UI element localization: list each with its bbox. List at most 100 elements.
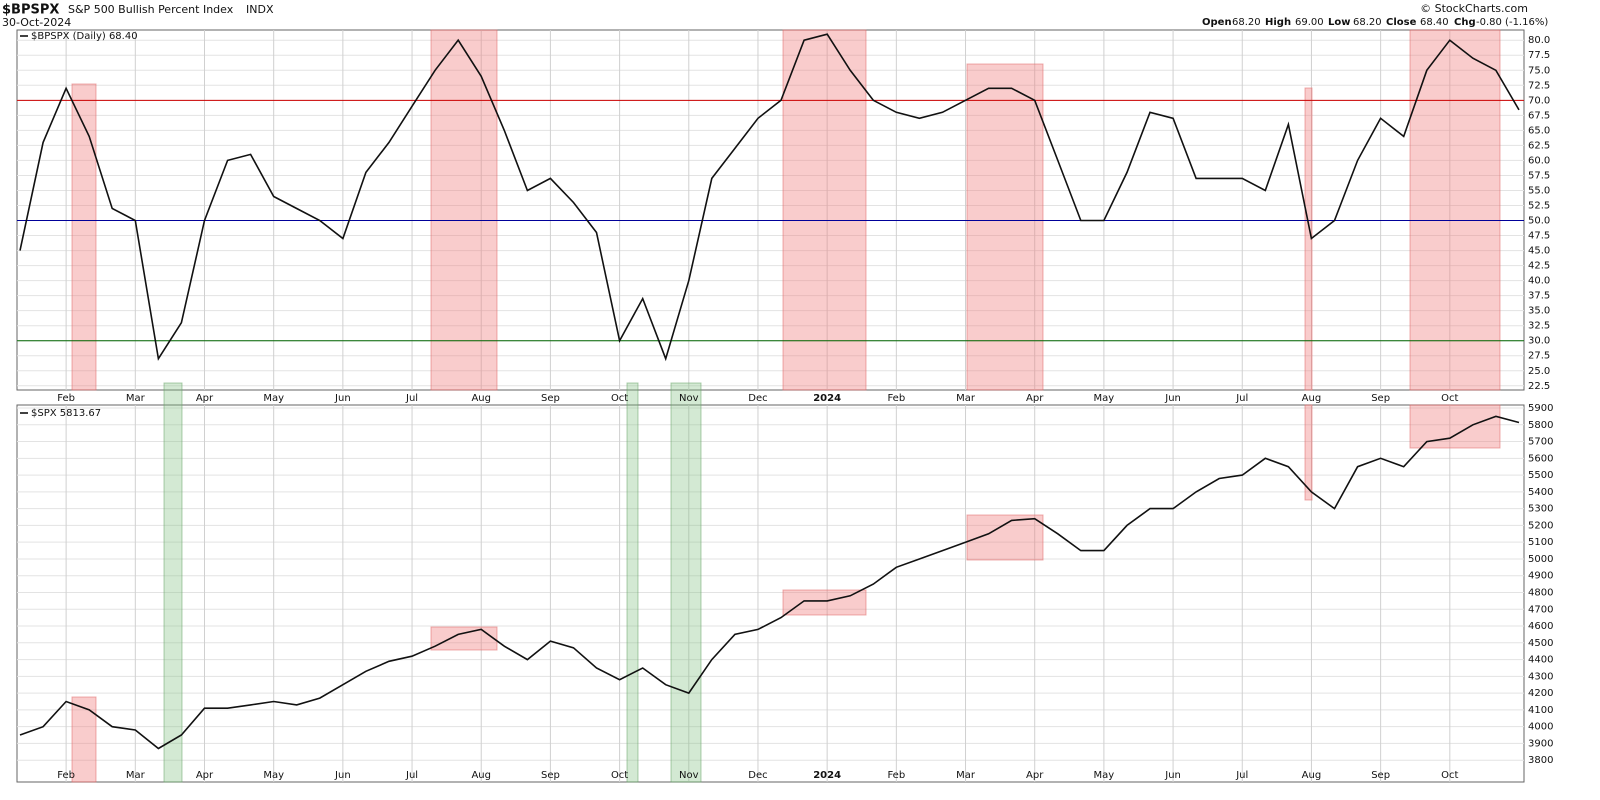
x-tick-label: Sep — [541, 393, 560, 404]
red-zone — [1409, 29, 1501, 391]
x-tick-label: Jun — [1164, 393, 1181, 404]
open: 68.20 — [1232, 17, 1261, 28]
series-line — [19, 33, 1520, 362]
x-tick-label: May — [263, 393, 284, 404]
y-tick-label: 4700 — [1528, 604, 1553, 615]
red-zone — [966, 63, 1044, 391]
y-tick-label: 5200 — [1528, 520, 1553, 531]
x-tick-label: Oct — [1441, 393, 1458, 404]
y-tick-label: 3800 — [1528, 755, 1553, 766]
y-tick-label: 4200 — [1528, 688, 1553, 699]
y-tick-label: 57.5 — [1528, 170, 1550, 181]
ohlc: Open 68.20 High 69.00 Low 68.20 Close 68… — [1202, 17, 1548, 28]
y-tick-label: 4300 — [1528, 671, 1553, 682]
x-tick-label: Aug — [1302, 770, 1322, 781]
high: 69.00 — [1295, 17, 1324, 28]
x-tick-label: Mar — [126, 393, 146, 404]
y-tick-label: 37.5 — [1528, 291, 1550, 302]
y-tick-label: 4800 — [1528, 587, 1553, 598]
x-tick-label: Nov — [679, 770, 699, 781]
red-zone — [430, 626, 498, 651]
y-tick-label: 5600 — [1528, 453, 1553, 464]
x-tick-label: Mar — [956, 770, 976, 781]
x-tick-label: May — [1094, 770, 1115, 781]
y-tick-label: 5300 — [1528, 504, 1553, 515]
y-tick-label: 5800 — [1528, 420, 1553, 431]
red-zone — [782, 29, 867, 391]
y-tick-label: 5900 — [1528, 403, 1553, 414]
green-zone — [626, 382, 639, 783]
x-tick-label: 2024 — [813, 770, 841, 781]
y-tick-label: 67.5 — [1528, 110, 1550, 121]
x-tick-label: Sep — [541, 770, 560, 781]
y-tick-label: 60.0 — [1528, 155, 1550, 166]
low: 68.20 — [1353, 17, 1382, 28]
x-tick-label: Oct — [611, 770, 628, 781]
x-tick-label: Dec — [748, 393, 767, 404]
y-tick-label: 22.5 — [1528, 381, 1550, 392]
y-tick-label: 77.5 — [1528, 50, 1550, 61]
y-tick-label: 55.0 — [1528, 185, 1550, 196]
y-tick-label: 80.0 — [1528, 35, 1550, 46]
credit: © StockCharts.com — [1420, 2, 1528, 15]
x-tick-label: Aug — [471, 393, 491, 404]
y-tick-label: 52.5 — [1528, 200, 1550, 211]
y-tick-label: 5500 — [1528, 470, 1553, 481]
exchange: INDX — [246, 3, 274, 16]
close: 68.40 — [1420, 17, 1449, 28]
y-tick-label: 75.0 — [1528, 65, 1550, 76]
top-panel — [16, 29, 1525, 391]
y-tick-label: 70.0 — [1528, 95, 1550, 106]
y-tick-label: 45.0 — [1528, 246, 1550, 257]
y-tick-label: 25.0 — [1528, 366, 1550, 377]
red-zone — [71, 83, 97, 391]
x-tick-label: Feb — [57, 770, 75, 781]
x-tick-label: Jun — [1164, 770, 1181, 781]
x-tick-label: Jul — [405, 393, 418, 404]
y-tick-label: 65.0 — [1528, 125, 1550, 136]
legend-entry: $BPSPX (Daily) 68.40 — [31, 31, 138, 42]
red-zone — [1409, 404, 1501, 449]
y-tick-label: 5400 — [1528, 487, 1553, 498]
x-tick-label: Aug — [471, 770, 491, 781]
highlights — [71, 29, 1501, 783]
index-name: S&P 500 Bullish Percent Index — [68, 3, 234, 16]
y-tick-label: 62.5 — [1528, 140, 1550, 151]
open-label: Open — [1202, 17, 1232, 28]
y-tick-label: 4500 — [1528, 638, 1553, 649]
y-tick-label: 5700 — [1528, 437, 1553, 448]
chg-label: Chg — [1454, 17, 1476, 28]
y-tick-label: 40.0 — [1528, 276, 1550, 287]
low-label: Low — [1328, 17, 1350, 28]
y-tick-label: 4000 — [1528, 722, 1553, 733]
y-tick-label: 4100 — [1528, 705, 1553, 716]
x-tick-label: Nov — [679, 393, 699, 404]
data: 22.5 25.0 27.5 30.0 32.5 35.0 37.5 40.0 42.5 45.0… — [17, 31, 1553, 781]
green-zone — [670, 382, 702, 783]
red-zone — [430, 29, 498, 391]
chg: -0.80 (-1.16%) — [1476, 17, 1548, 28]
y-tick-label: 50.0 — [1528, 216, 1550, 227]
x-tick-label: May — [1094, 393, 1115, 404]
y-tick-label: 4600 — [1528, 621, 1553, 632]
x-tick-label: Oct — [611, 393, 628, 404]
x-tick-label: Mar — [126, 770, 146, 781]
y-tick-label: 4900 — [1528, 571, 1553, 582]
x-tick-label: Oct — [1441, 770, 1458, 781]
x-tick-label: Sep — [1371, 770, 1390, 781]
close-label: Close — [1386, 17, 1417, 28]
legend-entry: $SPX 5813.67 — [31, 408, 101, 419]
y-tick-label: 32.5 — [1528, 321, 1550, 332]
date: 30-Oct-2024 — [2, 16, 71, 29]
green-highlights — [163, 382, 702, 783]
x-tick-label: Apr — [1026, 393, 1044, 404]
x-tick-label: Mar — [956, 393, 976, 404]
x-tick-label: Apr — [196, 393, 214, 404]
y-tick-label: 4400 — [1528, 655, 1553, 666]
y-tick-label: 30.0 — [1528, 336, 1550, 347]
green-zone — [163, 382, 183, 783]
bottom-panel — [16, 404, 1525, 783]
series-line — [19, 415, 1520, 750]
y-tick-label: 47.5 — [1528, 231, 1550, 242]
